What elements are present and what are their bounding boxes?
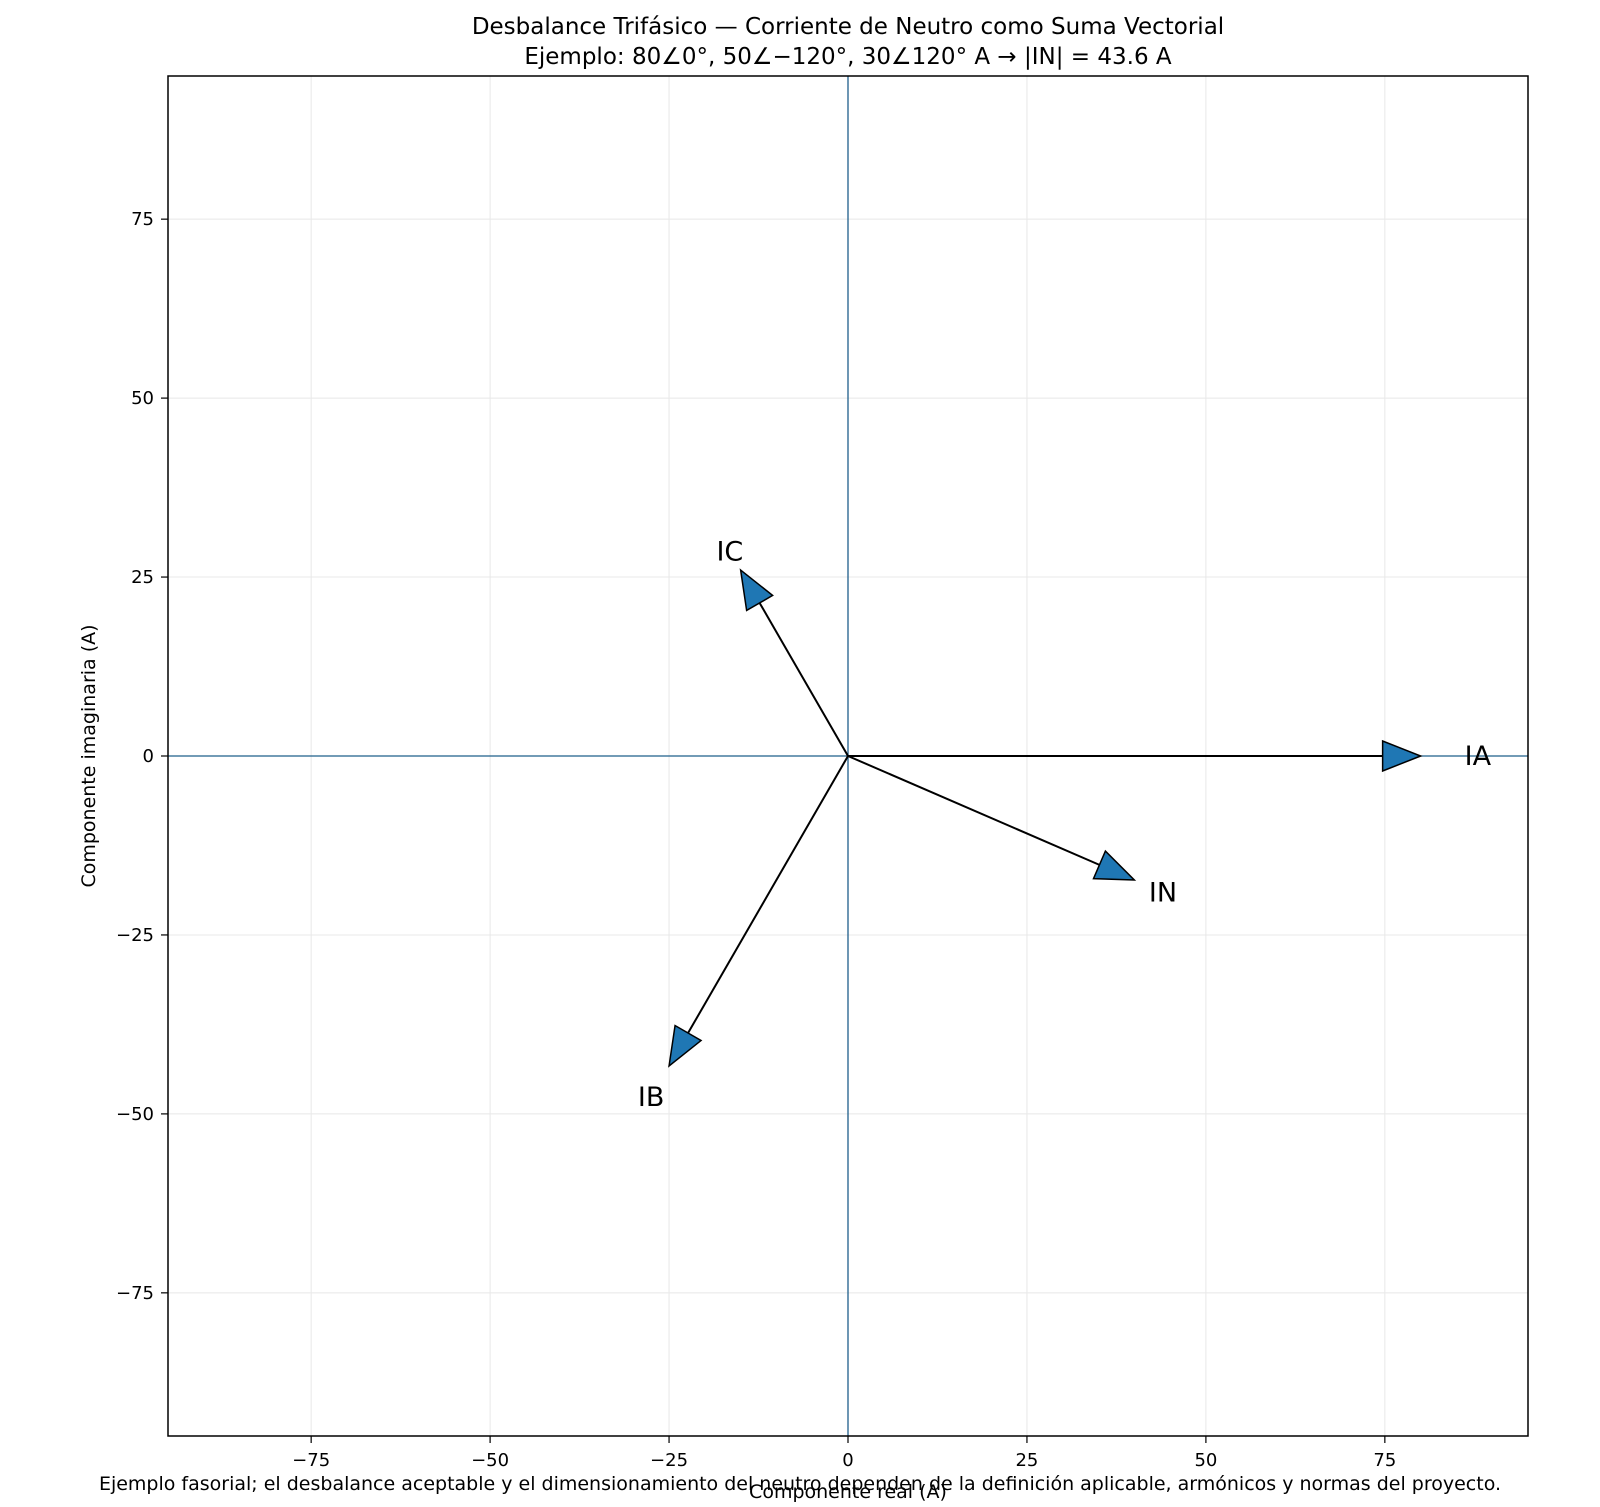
vector-ic-shaft: [758, 602, 849, 757]
y-tick-label: 0: [143, 746, 154, 767]
x-axis-label: Componente real (A): [749, 1481, 947, 1503]
vector-ib-shaft: [687, 755, 849, 1034]
vector-ia-head: [1381, 739, 1423, 773]
ticks: −75 −75 −50 −50 −25 −25 0 0 25 25 50 50 75 75: [116, 209, 1396, 1471]
vector-ib-head: [668, 1024, 703, 1068]
x-tick-label: −50: [471, 1450, 509, 1471]
x-tick-label: 0: [842, 1450, 853, 1471]
x-tick-label: 75: [1373, 1450, 1396, 1471]
x-tick-label: 50: [1194, 1450, 1217, 1471]
y-tick-label: 75: [131, 209, 154, 230]
vector-in: IN: [847, 755, 1177, 908]
y-tick-label: −75: [116, 1283, 154, 1304]
x-tick-label: −25: [650, 1450, 688, 1471]
phasor-vectors: IA IB IC IN: [638, 536, 1492, 1112]
vector-ic-head: [739, 568, 774, 612]
chart-subtitle: Ejemplo: 80∠0°, 50∠−120°, 30∠120° A → |I…: [524, 44, 1172, 70]
y-axis-label: Componente imaginaria (A): [78, 624, 100, 887]
vector-in-label: IN: [1149, 877, 1177, 908]
chart-title: Desbalance Trifásico — Corriente de Neut…: [472, 14, 1224, 40]
vector-ia-label: IA: [1465, 741, 1492, 772]
footnote: Ejemplo fasorial; el desbalance aceptabl…: [99, 1473, 1501, 1495]
x-tick-label: 25: [1015, 1450, 1038, 1471]
vector-ic: IC: [716, 536, 849, 757]
y-tick-label: −50: [116, 1104, 154, 1125]
x-tick-label: −75: [292, 1450, 330, 1471]
vector-ib-label: IB: [638, 1082, 665, 1113]
vector-ia: IA: [848, 739, 1492, 773]
vector-ib: IB: [638, 755, 849, 1113]
vector-in-head: [1092, 849, 1137, 881]
y-tick-label: 50: [131, 388, 154, 409]
y-tick-label: 25: [131, 567, 154, 588]
vector-ic-label: IC: [716, 536, 743, 567]
y-tick-label: −25: [116, 925, 154, 946]
vector-in-shaft: [847, 755, 1100, 866]
